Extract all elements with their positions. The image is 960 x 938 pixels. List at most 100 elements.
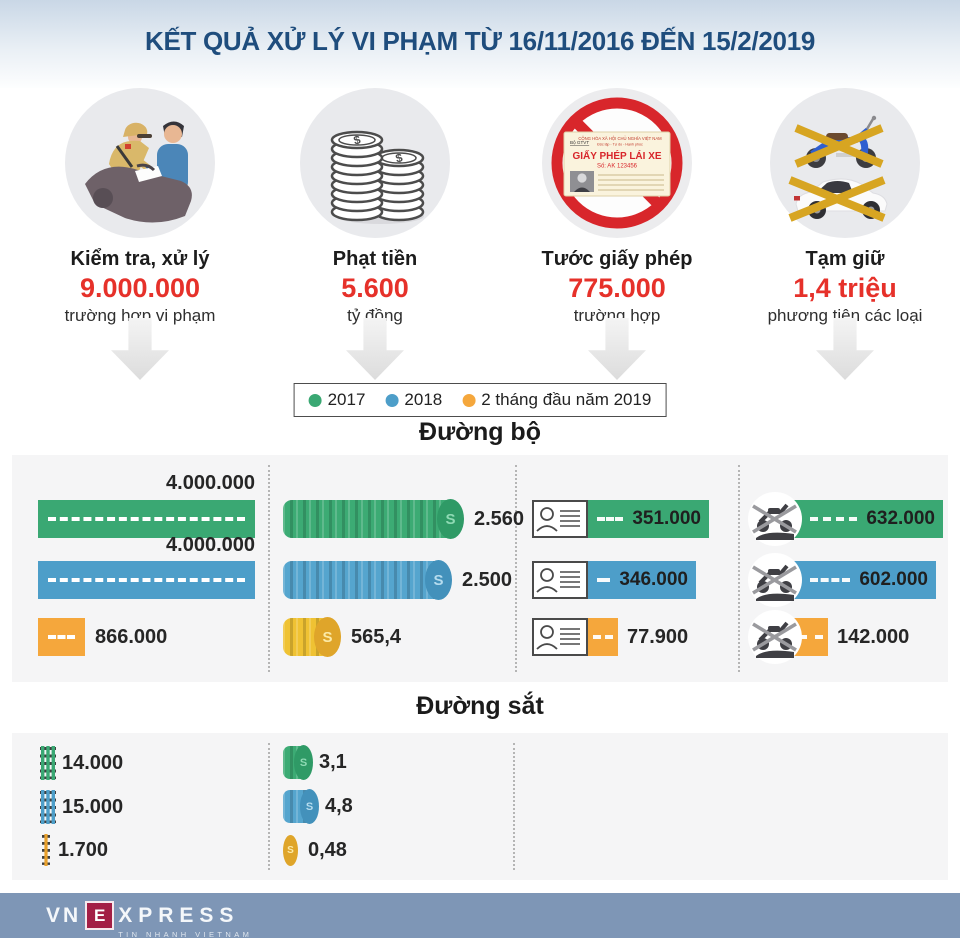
- bar-value-label: 2.500: [462, 568, 513, 591]
- rail-chart-panel: 14.000 15.000: [12, 733, 948, 880]
- stat-unit: trường hợp vi phạm: [64, 306, 216, 325]
- bar-value-label: 1.700: [58, 838, 109, 861]
- bar-value-label: 77.900: [627, 625, 689, 648]
- legend-label: 2017: [327, 390, 366, 409]
- rail-track-icon: [40, 746, 56, 780]
- bar-value-label: 0,48: [308, 839, 347, 861]
- bar-2018-impound: 602.000: [794, 561, 936, 599]
- stat-unit: tỷ đồng: [347, 306, 403, 325]
- section-title-road: Đường bộ: [419, 418, 541, 446]
- license-card-icon: [532, 561, 588, 599]
- bar-row: 15.000: [40, 790, 123, 824]
- card-country: CỘNG HÒA XÃ HỘI CHỦ NGHĨA VIỆT NAM: [578, 136, 662, 141]
- crossed-vehicle-icon: [748, 492, 802, 546]
- divider: [513, 743, 515, 870]
- crossed-vehicle-icon: [748, 553, 802, 607]
- stat-card-licenses: CỘNG HÒA XÃ HỘI CHỦ NGHĨA VIỆT NAM Độc l…: [502, 88, 732, 326]
- bar-row: S 2.560: [283, 499, 525, 539]
- page-title: KẾT QUẢ XỬ LÝ VI PHẠM TỪ 16/11/2016 ĐẾN …: [144, 26, 816, 56]
- stat-unit: trường hợp: [573, 306, 661, 325]
- logo-vn: VN: [46, 904, 82, 927]
- coin-face: S: [294, 745, 313, 780]
- stat-label: Tạm giữ: [805, 248, 885, 270]
- vnexpress-logo[interactable]: VN E XPRESS TIN NHANH VIETNAM: [46, 901, 252, 938]
- license-card-icon: [532, 618, 588, 656]
- bar-row: 351.000: [532, 500, 709, 538]
- stat-card-impounded: Tạm giữ 1,4 triệu phương tiện các loại: [730, 88, 960, 326]
- bar-value-label: 14.000: [62, 751, 124, 774]
- down-arrow-icon: [588, 318, 646, 380]
- stat-value: 1,4 triệu: [793, 273, 897, 303]
- bar-row: S 2.500: [283, 560, 513, 600]
- bar-row: 346.000: [532, 561, 696, 599]
- bar-2018-road: [38, 561, 255, 599]
- coin-stacks-icon: $ $: [300, 88, 450, 238]
- bar-row: S 3,1: [283, 745, 347, 780]
- bar-2017-license: 351.000: [588, 500, 709, 538]
- legend-item-2017: 2017: [308, 390, 366, 410]
- stat-label: Tước giấy phép: [541, 248, 693, 270]
- down-arrow-icon: [111, 318, 169, 380]
- bar-2018-license: 346.000: [588, 561, 696, 599]
- bar-row: 1.700: [42, 834, 108, 866]
- bar-value-label: 4,8: [325, 795, 353, 817]
- license-prohibited-icon: CỘNG HÒA XÃ HỘI CHỦ NGHĨA VIỆT NAM Độc l…: [542, 88, 692, 238]
- stat-card-inspections: Kiểm tra, xử lý 9.000.000 trường hợp vi …: [25, 88, 255, 326]
- license-card-icon: [532, 500, 588, 538]
- bar-2017-road: [38, 500, 255, 538]
- coin-2019: S: [283, 835, 298, 866]
- section-title-rail: Đường sắt: [416, 692, 544, 720]
- legend-label: 2 tháng đầu năm 2019: [481, 390, 652, 409]
- coin-face: S: [425, 560, 452, 600]
- logo-e-box: E: [85, 901, 115, 930]
- bar-value-label: 4.000.000: [166, 472, 255, 494]
- bar-value-label: 2.560: [474, 507, 525, 530]
- logo-tagline: TIN NHANH VIETNAM: [118, 930, 253, 938]
- bar-dash: [799, 635, 823, 639]
- vehicles-crossed-icon: [770, 88, 920, 238]
- rail-track-icon: [40, 790, 56, 824]
- legend-dot-orange: [462, 393, 476, 407]
- bar-row: S 0,48: [283, 835, 347, 866]
- bar-row: 14.000: [40, 746, 123, 780]
- bar-row: S 4,8: [283, 789, 353, 824]
- bar-value-label: 142.000: [837, 625, 910, 648]
- logo-xpress: XPRESS: [118, 904, 240, 927]
- card-title: GIẤY PHÉP LÁI XE: [572, 149, 661, 162]
- bar-dash: [593, 635, 613, 639]
- down-arrow-icon: [346, 318, 404, 380]
- legend-dot-green: [308, 393, 322, 407]
- header: KẾT QUẢ XỬ LÝ VI PHẠM TỪ 16/11/2016 ĐẾN …: [0, 0, 960, 88]
- bar-dash: [597, 517, 624, 521]
- card-agency: Bộ GTVT: [570, 140, 589, 145]
- police-inspection-icon: [65, 88, 215, 238]
- legend-dot-blue: [385, 393, 399, 407]
- stat-value: 9.000.000: [79, 273, 201, 303]
- coin-face: S: [300, 789, 319, 824]
- coin-roll-2018: S: [283, 560, 452, 600]
- legend-item-2018: 2018: [385, 390, 442, 410]
- bar-value-label: 632.000: [866, 508, 935, 529]
- coin-roll-2017: S: [283, 499, 464, 539]
- bar-dash: [810, 578, 851, 582]
- stat-label: Phạt tiền: [332, 248, 418, 270]
- bar-dash: [810, 517, 858, 521]
- legend-label: 2018: [404, 390, 443, 409]
- coin-face: S: [437, 499, 464, 539]
- dollar-glyph: $: [394, 150, 404, 165]
- stat-card-fines: $ $ Phạt tiền 5.600 tỷ đồng: [260, 88, 490, 326]
- bar-value-label: 866.000: [95, 625, 168, 648]
- divider: [515, 465, 517, 672]
- bar-row: 142.000: [794, 618, 909, 656]
- legend: 2017 2018 2 tháng đầu năm 2019: [293, 383, 667, 417]
- divider: [738, 465, 740, 672]
- legend-item-2019: 2 tháng đầu năm 2019: [462, 390, 651, 410]
- bar-value-label: 3,1: [319, 751, 347, 773]
- down-arrow-icon: [816, 318, 874, 380]
- card-motto: Độc lập - Tự do - Hạnh phúc: [597, 143, 643, 147]
- coin-roll-2018: S: [283, 789, 319, 824]
- divider: [268, 743, 270, 870]
- bar-row: 866.000: [38, 618, 167, 656]
- bar-2017-impound: 632.000: [794, 500, 943, 538]
